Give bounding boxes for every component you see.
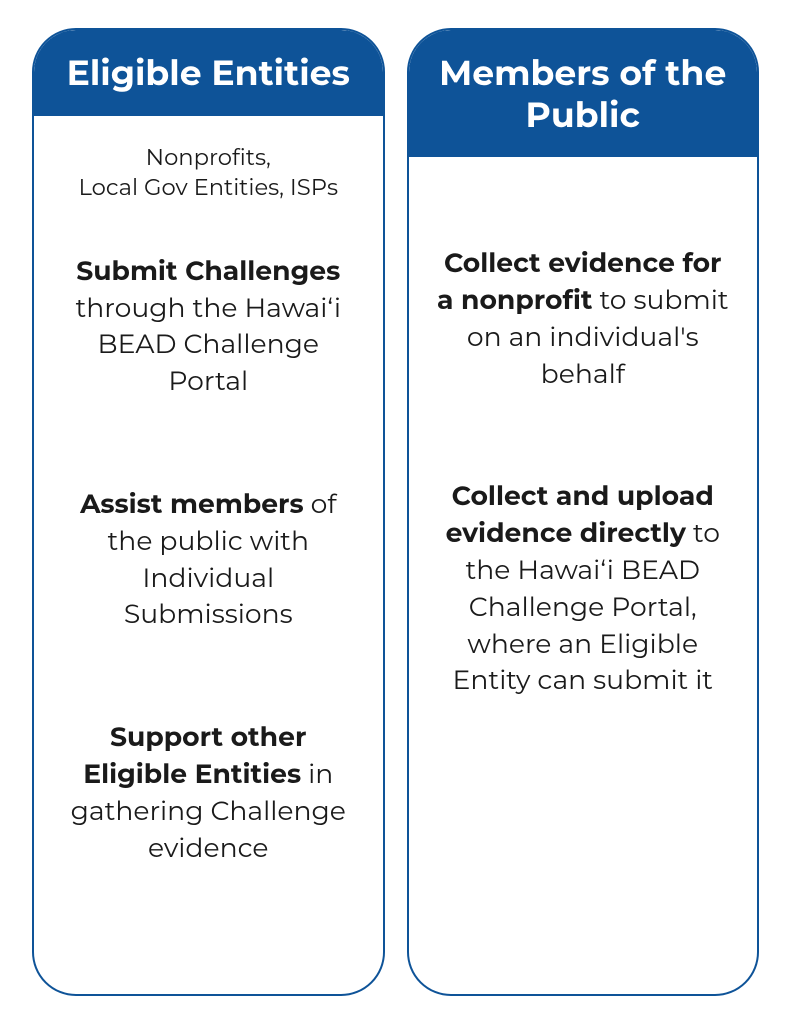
eligible-item-3: Support other Eligible Entities in gathe… [62,719,355,866]
eligible-entities-card: Eligible Entities Nonprofits, Local Gov … [32,28,385,996]
public-header: Members of the Public [409,30,758,157]
public-item-1: Collect evidence for a nonprofit to subm… [437,245,730,392]
public-card: Members of the Public Collect evidence f… [407,28,760,996]
public-title: Members of the Public [439,51,726,136]
eligible-entities-subtitle: Nonprofits, Local Gov Entities, ISPs [62,142,355,203]
eligible-entities-title: Eligible Entities [67,51,350,94]
eligible-item-3-bold: Support other Eligible Entities [83,720,306,790]
eligible-item-2-bold: Assist members [80,487,304,520]
eligible-entities-header: Eligible Entities [34,30,383,116]
eligible-entities-body: Nonprofits, Local Gov Entities, ISPs Sub… [34,116,383,994]
columns-container: Eligible Entities Nonprofits, Local Gov … [32,28,759,996]
subtitle-line1: Nonprofits, [146,143,271,171]
eligible-item-1-rest: through the Hawaiʻi BEAD Challenge Porta… [75,291,341,398]
public-item-2-bold: Collect and upload evidence directly [446,479,714,549]
eligible-item-2: Assist members of the public with Indivi… [62,486,355,633]
subtitle-line2: Local Gov Entities, ISPs [78,173,338,201]
public-body: Collect evidence for a nonprofit to subm… [409,157,758,994]
eligible-item-1: Submit Challenges through the Hawaiʻi BE… [62,253,355,400]
eligible-item-1-bold: Submit Challenges [76,254,340,287]
public-item-2: Collect and upload evidence directly to … [437,478,730,699]
